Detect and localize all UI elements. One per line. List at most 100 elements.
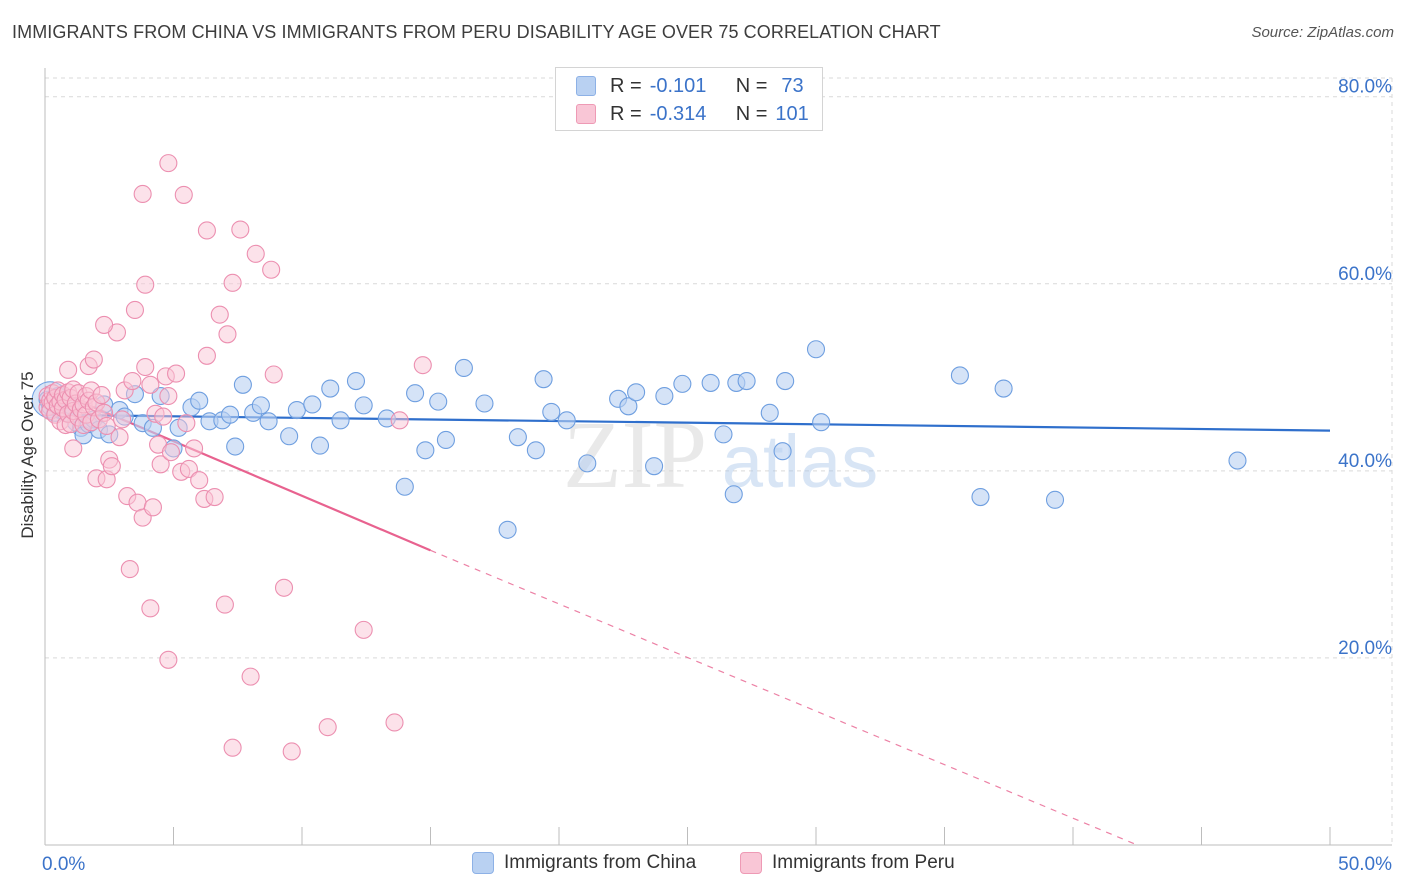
y-tick-label: 20.0% bbox=[1338, 638, 1392, 659]
peru-point bbox=[231, 220, 250, 239]
legend-row-peru: R = -0.314 N = 101 bbox=[576, 101, 809, 127]
legend-row-china: R = -0.101 N = 73 bbox=[576, 73, 804, 99]
peru-point bbox=[161, 443, 180, 462]
peru-point bbox=[174, 185, 193, 204]
china-point bbox=[251, 396, 270, 415]
china-point bbox=[1228, 451, 1247, 470]
china-point bbox=[619, 397, 638, 416]
china-point bbox=[436, 430, 455, 450]
x-tick-label-min: 0.0% bbox=[42, 854, 85, 875]
peru-point bbox=[385, 713, 404, 732]
china-point bbox=[994, 379, 1013, 398]
china-point bbox=[287, 401, 306, 420]
china-point bbox=[416, 441, 435, 460]
china-point bbox=[534, 370, 553, 389]
chart-title: IMMIGRANTS FROM CHINA VS IMMIGRANTS FROM… bbox=[12, 22, 941, 42]
china-point bbox=[220, 405, 240, 424]
peru-point bbox=[59, 360, 78, 379]
peru-point bbox=[102, 457, 121, 476]
legend-china-n-value: 73 bbox=[781, 74, 804, 97]
legend-swatch-china bbox=[576, 76, 596, 96]
china-point bbox=[724, 485, 743, 504]
china-point bbox=[645, 457, 664, 476]
peru-point bbox=[190, 471, 209, 490]
peru-point bbox=[282, 742, 301, 761]
peru-point bbox=[95, 315, 114, 334]
china-point bbox=[776, 372, 795, 391]
peru-point bbox=[177, 414, 196, 433]
peru-point bbox=[141, 375, 160, 394]
legend-peru-n-value: 101 bbox=[775, 102, 809, 125]
china-point bbox=[1045, 490, 1065, 509]
watermark-atlas: atlas bbox=[722, 420, 878, 503]
peru-point bbox=[97, 416, 116, 436]
peru-point bbox=[218, 325, 237, 344]
china-point bbox=[557, 411, 576, 430]
data-points bbox=[31, 154, 1247, 761]
china-point bbox=[310, 436, 330, 455]
peru-point bbox=[92, 386, 111, 405]
peru-point bbox=[197, 221, 216, 240]
peru-point bbox=[120, 560, 139, 579]
china-point bbox=[526, 441, 545, 460]
peru-point bbox=[223, 738, 242, 757]
watermark: ZIP atlas bbox=[563, 401, 878, 508]
peru-point bbox=[223, 273, 242, 292]
y-tick-label: 80.0% bbox=[1338, 77, 1392, 98]
peru-point bbox=[133, 184, 152, 204]
peru-point bbox=[215, 595, 234, 614]
peru-point bbox=[141, 599, 160, 618]
peru-point bbox=[179, 459, 198, 479]
peru-point bbox=[390, 411, 409, 430]
peru-point bbox=[167, 364, 186, 383]
peru-point bbox=[110, 428, 129, 447]
peru-point bbox=[262, 260, 281, 279]
china-point bbox=[475, 394, 494, 413]
china-point bbox=[346, 372, 366, 391]
china-point bbox=[760, 403, 779, 422]
peru-point bbox=[154, 407, 173, 426]
legend-china-r-value: -0.101 bbox=[649, 74, 707, 97]
china-point bbox=[627, 383, 646, 402]
china-point bbox=[737, 372, 756, 391]
peru-point bbox=[159, 650, 178, 669]
china-point bbox=[354, 396, 373, 415]
china-point bbox=[259, 412, 278, 431]
china-point bbox=[454, 358, 473, 378]
china-point bbox=[190, 391, 209, 410]
y-tick-label: 40.0% bbox=[1338, 451, 1392, 472]
china-point bbox=[429, 392, 448, 411]
peru-point bbox=[210, 305, 229, 324]
peru-point bbox=[241, 667, 260, 686]
china-point bbox=[508, 428, 527, 447]
legend-peru-n-label: N = bbox=[735, 102, 768, 125]
legend-china-n-label: N = bbox=[735, 74, 768, 97]
china-point bbox=[331, 411, 350, 430]
tick-labels: 20.0% 40.0% 60.0% 80.0% 0.0% 50.0% bbox=[42, 77, 1392, 875]
peru-point bbox=[143, 498, 162, 517]
china-point bbox=[542, 402, 561, 421]
legend-peru-r-label: R = bbox=[610, 102, 642, 125]
bottom-legend-label-china: Immigrants from China bbox=[504, 852, 697, 873]
axes bbox=[44, 68, 1392, 846]
peru-point bbox=[159, 386, 178, 406]
china-point bbox=[773, 442, 792, 461]
peru-point bbox=[197, 346, 216, 365]
china-point bbox=[812, 413, 831, 432]
china-point bbox=[701, 373, 720, 392]
source-credit: Source: ZipAtlas.com bbox=[1251, 24, 1394, 41]
china-point bbox=[395, 477, 414, 496]
peru-point bbox=[246, 244, 265, 263]
legend-peru-r-value: -0.314 bbox=[649, 102, 707, 125]
peru-point bbox=[318, 718, 337, 737]
china-point bbox=[578, 454, 597, 473]
peru-point bbox=[274, 578, 294, 597]
peru-point bbox=[185, 439, 204, 458]
bottom-legend-label-peru: Immigrants from Peru bbox=[772, 852, 955, 873]
peru-point bbox=[413, 356, 432, 375]
china-point bbox=[655, 386, 674, 406]
peru-point bbox=[136, 357, 155, 377]
peru-point bbox=[123, 372, 142, 391]
peru-point bbox=[113, 410, 132, 429]
